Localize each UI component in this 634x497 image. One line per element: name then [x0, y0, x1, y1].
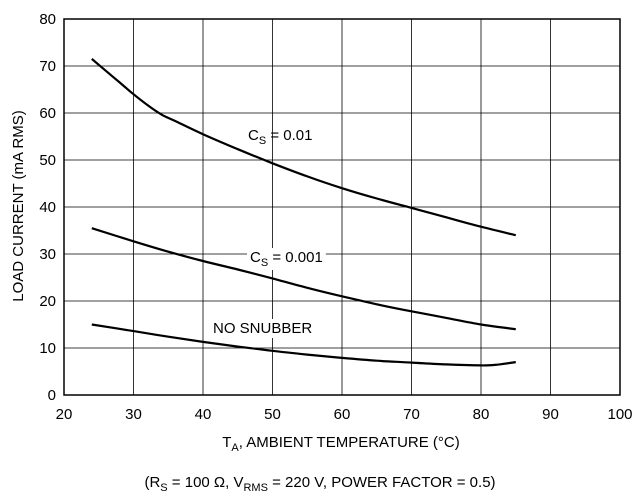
- x-tick-label: 50: [264, 406, 281, 423]
- series-label-no-snubber-background: [210, 319, 316, 338]
- y-tick-label: 60: [39, 105, 56, 122]
- series-line-1: [91, 227, 516, 331]
- y-axis-title: LOAD CURRENT (mA RMS): [10, 110, 27, 301]
- x-tick-label: 70: [403, 406, 420, 423]
- y-tick-label: 80: [39, 11, 56, 28]
- x-axis-title: TA, AMBIENT TEMPERATURE (°C): [222, 434, 460, 454]
- series-label-no-snubber: NO SNUBBER: [213, 320, 312, 337]
- y-tick-label: 20: [39, 293, 56, 310]
- x-tick-labels: 20 30 40 50 60 70 80 90 100: [56, 406, 633, 423]
- x-tick-label: 80: [473, 406, 490, 423]
- x-tick-label: 20: [56, 406, 73, 423]
- y-tick-label: 10: [39, 340, 56, 357]
- y-tick-labels: 0 10 20 30 40 50 60 70 80: [39, 11, 56, 404]
- y-tick-label: 40: [39, 199, 56, 216]
- y-tick-label: 0: [48, 387, 56, 404]
- series-line-0: [91, 58, 517, 237]
- series-line-2: [91, 323, 516, 367]
- grid: [64, 19, 620, 395]
- series-label-cs-001: CS = 0.01: [248, 127, 312, 147]
- x-tick-label: 60: [334, 406, 351, 423]
- series-label-cs-0001-background: [247, 248, 326, 270]
- x-tick-label: 90: [542, 406, 559, 423]
- y-tick-label: 70: [39, 58, 56, 75]
- y-tick-label: 30: [39, 246, 56, 263]
- x-tick-label: 30: [125, 406, 142, 423]
- plot-frame: [63, 18, 621, 396]
- conditions-footnote: (RS = 100 Ω, VRMS = 220 V, POWER FACTOR …: [144, 474, 495, 494]
- series-label-cs-0001: CS = 0.001: [250, 249, 323, 269]
- x-tick-label: 40: [195, 406, 212, 423]
- x-tick-label: 100: [607, 406, 632, 423]
- data-curves: [91, 58, 517, 367]
- y-tick-label: 50: [39, 152, 56, 169]
